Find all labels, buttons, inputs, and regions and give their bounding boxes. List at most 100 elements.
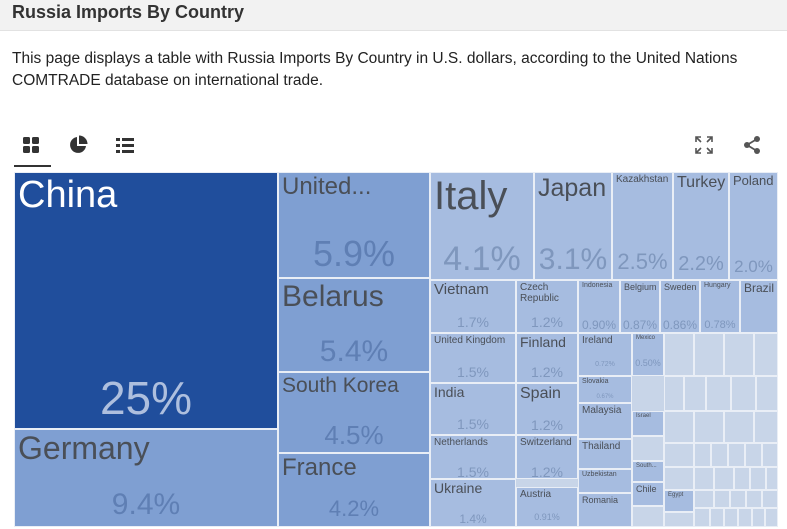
- treemap-tile-small[interactable]: [706, 376, 731, 411]
- treemap-tile-small[interactable]: [694, 467, 714, 490]
- tile-label: South Korea: [282, 374, 399, 397]
- treemap-tile-small[interactable]: [746, 490, 762, 508]
- tile-label: Finland: [520, 334, 566, 350]
- treemap-tile-small[interactable]: [766, 467, 778, 490]
- treemap-tile-small[interactable]: [724, 333, 754, 376]
- fullscreen-button[interactable]: [689, 130, 719, 160]
- treemap-tile-small[interactable]: [738, 508, 752, 527]
- treemap-tile-brazil[interactable]: Brazil: [740, 280, 778, 333]
- treemap-tile-small[interactable]: [632, 506, 664, 527]
- treemap-tile-finland[interactable]: Finland 1.2%: [516, 333, 578, 383]
- treemap-tile-south-korea[interactable]: South Korea 4.5%: [278, 372, 430, 453]
- treemap-tile-small[interactable]: [664, 443, 694, 467]
- treemap-tile-united-kingdom[interactable]: United Kingdom 1.5%: [430, 333, 516, 383]
- treemap-tile-small[interactable]: [762, 443, 778, 467]
- tile-label: Kazakhstan: [616, 174, 669, 185]
- tile-label: South...: [636, 463, 657, 469]
- treemap-tile-small[interactable]: [664, 411, 694, 443]
- tile-label: United...: [282, 173, 372, 200]
- pie-view-button[interactable]: [63, 130, 93, 160]
- treemap-tile-poland[interactable]: Poland 2.0%: [729, 172, 778, 280]
- treemap-tile-small[interactable]: [728, 443, 745, 467]
- treemap-tile-united[interactable]: United... 5.9%: [278, 172, 430, 278]
- treemap-tile-small[interactable]: [724, 411, 754, 443]
- treemap-tile-mexico[interactable]: Mexico 0.50%: [632, 333, 664, 376]
- treemap-tile-ukraine[interactable]: Ukraine 1.4%: [430, 479, 516, 527]
- treemap-tile-israel[interactable]: Israel: [632, 411, 664, 436]
- tile-label: Egypt: [668, 492, 684, 498]
- treemap-view-button[interactable]: [16, 130, 46, 160]
- tile-value: 1.5%: [457, 464, 489, 479]
- treemap-tile-small[interactable]: [684, 376, 706, 411]
- treemap-tile-sweden[interactable]: Sweden 0.86%: [660, 280, 700, 333]
- tile-label: Indonesia: [582, 282, 613, 289]
- treemap-tile-small[interactable]: [745, 443, 762, 467]
- treemap-tile-italy[interactable]: Italy 4.1%: [430, 172, 534, 280]
- tile-value: 9.4%: [111, 488, 181, 521]
- treemap-tile-small[interactable]: [711, 443, 728, 467]
- treemap-tile-turkey[interactable]: Turkey 2.2%: [673, 172, 729, 280]
- tile-label: Brazil: [744, 281, 775, 295]
- treemap-tile-small[interactable]: [750, 467, 766, 490]
- treemap-tile-netherlands[interactable]: Netherlands 1.5%: [430, 435, 516, 479]
- treemap-tile-india[interactable]: India 1.5%: [430, 383, 516, 435]
- treemap-tile-czech-republic[interactable]: Czech Republic 1.2%: [516, 280, 578, 333]
- treemap-tile-china[interactable]: China 25%: [14, 172, 278, 429]
- tile-label: Uzbekistan: [582, 471, 617, 478]
- treemap-tile-small[interactable]: [694, 490, 714, 508]
- treemap-tile-small[interactable]: [724, 508, 738, 527]
- treemap-tile-small[interactable]: [734, 467, 750, 490]
- tile-label: Mexico: [636, 335, 656, 341]
- tile-label: Sweden: [664, 282, 697, 292]
- treemap-tile-small[interactable]: [664, 333, 694, 376]
- tile-value: 0.86%: [662, 318, 698, 332]
- tile-value: 1.7%: [457, 314, 489, 330]
- treemap-tile-small[interactable]: [710, 508, 724, 527]
- tile-label: Chile: [636, 484, 657, 494]
- treemap-tile-japan[interactable]: Japan 3.1%: [534, 172, 612, 280]
- treemap-tile-switzerland[interactable]: Switzerland 1.2%: [516, 435, 578, 479]
- list-view-button[interactable]: [110, 130, 140, 160]
- treemap-tile-south[interactable]: South...: [632, 461, 664, 482]
- treemap-tile-small[interactable]: [731, 376, 756, 411]
- tile-value: 4.2%: [328, 496, 380, 521]
- treemap-tile-small[interactable]: [664, 512, 694, 527]
- treemap-tile-small[interactable]: [664, 376, 684, 411]
- treemap-tile-small[interactable]: [714, 467, 734, 490]
- treemap-tile-uzbekistan[interactable]: Uzbekistan: [578, 469, 632, 493]
- treemap-tile-small[interactable]: [694, 508, 710, 527]
- treemap-tile-small[interactable]: [694, 333, 724, 376]
- treemap-tile-small[interactable]: [694, 411, 724, 443]
- treemap-tile-small[interactable]: [752, 508, 765, 527]
- treemap-tile-egypt[interactable]: Egypt: [664, 490, 694, 512]
- share-button[interactable]: [737, 130, 767, 160]
- treemap-tile-kazakhstan[interactable]: Kazakhstan 2.5%: [612, 172, 673, 280]
- treemap-tile-small[interactable]: [754, 411, 778, 443]
- treemap-tile-belgium[interactable]: Belgium 0.87%: [620, 280, 660, 333]
- treemap-tile-france[interactable]: France 4.2%: [278, 453, 430, 527]
- treemap-tile-hungary[interactable]: Hungary 0.78%: [700, 280, 740, 333]
- treemap-tile-slovakia[interactable]: Slovakia 0.67%: [578, 376, 632, 403]
- treemap-tile-ireland[interactable]: Ireland 0.72%: [578, 333, 632, 376]
- treemap-tile-small[interactable]: [765, 508, 778, 527]
- treemap-tile-small[interactable]: [694, 443, 711, 467]
- treemap-tile-indonesia[interactable]: Indonesia 0.90%: [578, 280, 620, 333]
- treemap-tile-small[interactable]: [632, 436, 664, 461]
- treemap-tile-small[interactable]: [714, 490, 730, 508]
- treemap-tile-spain[interactable]: Spain 1.2%: [516, 383, 578, 435]
- tile-label: United Kingdom: [434, 335, 506, 346]
- treemap-tile-small[interactable]: [754, 333, 778, 376]
- treemap-chart: China 25% Germany 9.4% United... 5.9% Belarus 5…: [14, 172, 778, 527]
- treemap-tile-thailand[interactable]: Thailand: [578, 439, 632, 469]
- treemap-tile-belarus[interactable]: Belarus 5.4%: [278, 278, 430, 372]
- treemap-tile-vietnam[interactable]: Vietnam 1.7%: [430, 280, 516, 333]
- treemap-tile-malaysia[interactable]: Malaysia: [578, 403, 632, 439]
- treemap-tile-germany[interactable]: Germany 9.4%: [14, 429, 278, 527]
- treemap-tile-small[interactable]: [730, 490, 746, 508]
- treemap-tile-austria[interactable]: Austria 0.91%: [516, 487, 578, 527]
- treemap-tile-small[interactable]: [756, 376, 778, 411]
- treemap-tile-romania[interactable]: Romania: [578, 493, 632, 527]
- treemap-tile-small[interactable]: [664, 467, 694, 490]
- treemap-tile-chile[interactable]: Chile: [632, 482, 664, 506]
- treemap-tile-small[interactable]: [762, 490, 778, 508]
